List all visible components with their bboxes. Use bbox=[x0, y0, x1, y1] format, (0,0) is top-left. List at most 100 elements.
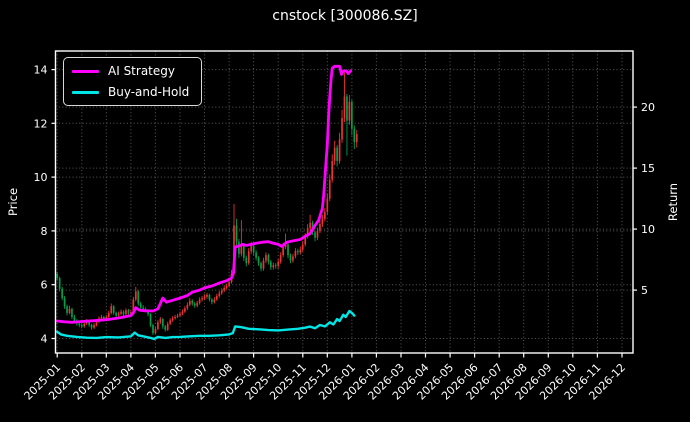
candle-body bbox=[257, 257, 260, 264]
candle-body bbox=[279, 255, 282, 262]
return-tick-label: 5 bbox=[641, 284, 648, 297]
candle-body bbox=[169, 320, 172, 324]
candle-body bbox=[301, 244, 304, 250]
candle-body bbox=[71, 308, 73, 317]
candle-body bbox=[100, 317, 103, 319]
candle-body bbox=[292, 256, 294, 261]
candle-body bbox=[103, 317, 105, 320]
candle-body bbox=[274, 265, 277, 267]
candle-body bbox=[235, 225, 238, 242]
buy-and-hold-line bbox=[56, 309, 356, 341]
candle-body bbox=[63, 298, 66, 307]
candle-body bbox=[338, 139, 341, 161]
candle-body bbox=[78, 323, 81, 325]
candle-body bbox=[164, 326, 167, 330]
candle-body bbox=[137, 291, 140, 304]
candle-body bbox=[127, 310, 130, 314]
candle-body bbox=[139, 303, 142, 308]
candle-body bbox=[80, 325, 83, 327]
return-tick-label: 20 bbox=[641, 101, 655, 114]
candle-body bbox=[56, 273, 59, 278]
candle-body bbox=[196, 303, 199, 306]
candle-body bbox=[122, 311, 125, 315]
candle-body bbox=[188, 300, 191, 305]
candle-body bbox=[117, 313, 120, 316]
candle-body bbox=[149, 314, 152, 326]
candle-body bbox=[331, 161, 334, 180]
plot-border bbox=[54, 50, 634, 354]
candle-body bbox=[294, 251, 297, 257]
price-tick-label: 6 bbox=[41, 279, 48, 292]
candle-body bbox=[201, 298, 203, 300]
price-axis-label: Price bbox=[6, 187, 20, 217]
candle-body bbox=[184, 308, 186, 312]
candle-body bbox=[304, 236, 307, 245]
candle-body bbox=[213, 299, 216, 303]
candle-body bbox=[346, 96, 348, 121]
candle-body bbox=[211, 299, 213, 303]
candle-body bbox=[296, 251, 299, 253]
candle-body bbox=[353, 128, 356, 143]
candle-body bbox=[90, 325, 93, 328]
candle-body bbox=[206, 294, 208, 297]
candle-body bbox=[93, 325, 95, 328]
candle-body bbox=[240, 245, 243, 254]
candle-body bbox=[179, 313, 181, 316]
legend-item-buy-and-hold: Buy-and-Hold bbox=[72, 85, 189, 99]
candle-body bbox=[289, 255, 292, 261]
candle-body bbox=[152, 325, 154, 334]
candle-body bbox=[326, 198, 329, 212]
candle-body bbox=[159, 319, 162, 323]
candle-body bbox=[299, 249, 302, 253]
candle-body bbox=[157, 322, 159, 329]
candle-body bbox=[265, 255, 267, 261]
legend: AI Strategy Buy-and-Hold bbox=[63, 57, 203, 106]
candle-body bbox=[132, 299, 135, 313]
candle-body bbox=[191, 300, 194, 304]
candle-body bbox=[225, 286, 228, 288]
price-tick-label: 10 bbox=[34, 171, 48, 184]
candle-body bbox=[215, 296, 218, 300]
buy-and-hold-line-swatch bbox=[72, 90, 99, 94]
legend-label-ai-strategy: AI Strategy bbox=[108, 64, 175, 78]
candle-body bbox=[115, 312, 117, 316]
candle-body bbox=[220, 290, 223, 294]
candle-body bbox=[272, 265, 275, 268]
price-tick-label: 4 bbox=[41, 333, 48, 346]
candle-body bbox=[355, 134, 358, 143]
candle-body bbox=[238, 241, 240, 254]
candle-body bbox=[203, 296, 206, 299]
candle-body bbox=[154, 329, 157, 334]
candle-body bbox=[88, 321, 90, 325]
candle-body bbox=[66, 306, 68, 313]
candle-body bbox=[134, 291, 137, 300]
candle-body bbox=[255, 252, 257, 258]
candle-body bbox=[166, 323, 169, 330]
candle-body bbox=[68, 308, 71, 313]
candle-body bbox=[287, 244, 289, 256]
candle-body bbox=[306, 228, 309, 237]
candle-body bbox=[348, 101, 351, 121]
candle-body bbox=[247, 251, 250, 264]
candle-body bbox=[321, 218, 324, 225]
price-tick-label: 14 bbox=[34, 64, 48, 77]
candle-body bbox=[262, 260, 265, 269]
candle-body bbox=[193, 303, 196, 306]
candle-body bbox=[282, 247, 284, 256]
candle-body bbox=[269, 261, 272, 268]
candle-body bbox=[341, 118, 343, 140]
candle-body bbox=[174, 317, 176, 319]
candle-body bbox=[260, 263, 262, 269]
candle-body bbox=[120, 311, 122, 314]
candle-body bbox=[252, 245, 255, 253]
candle-body bbox=[61, 288, 63, 299]
candle-body bbox=[245, 257, 248, 264]
candle-body bbox=[105, 317, 108, 320]
candle-body bbox=[171, 318, 174, 321]
candle-body bbox=[142, 307, 145, 309]
candle-body bbox=[73, 317, 76, 321]
price-tick-label: 12 bbox=[34, 117, 48, 130]
candle-body bbox=[161, 319, 164, 327]
candle-body bbox=[208, 294, 211, 300]
